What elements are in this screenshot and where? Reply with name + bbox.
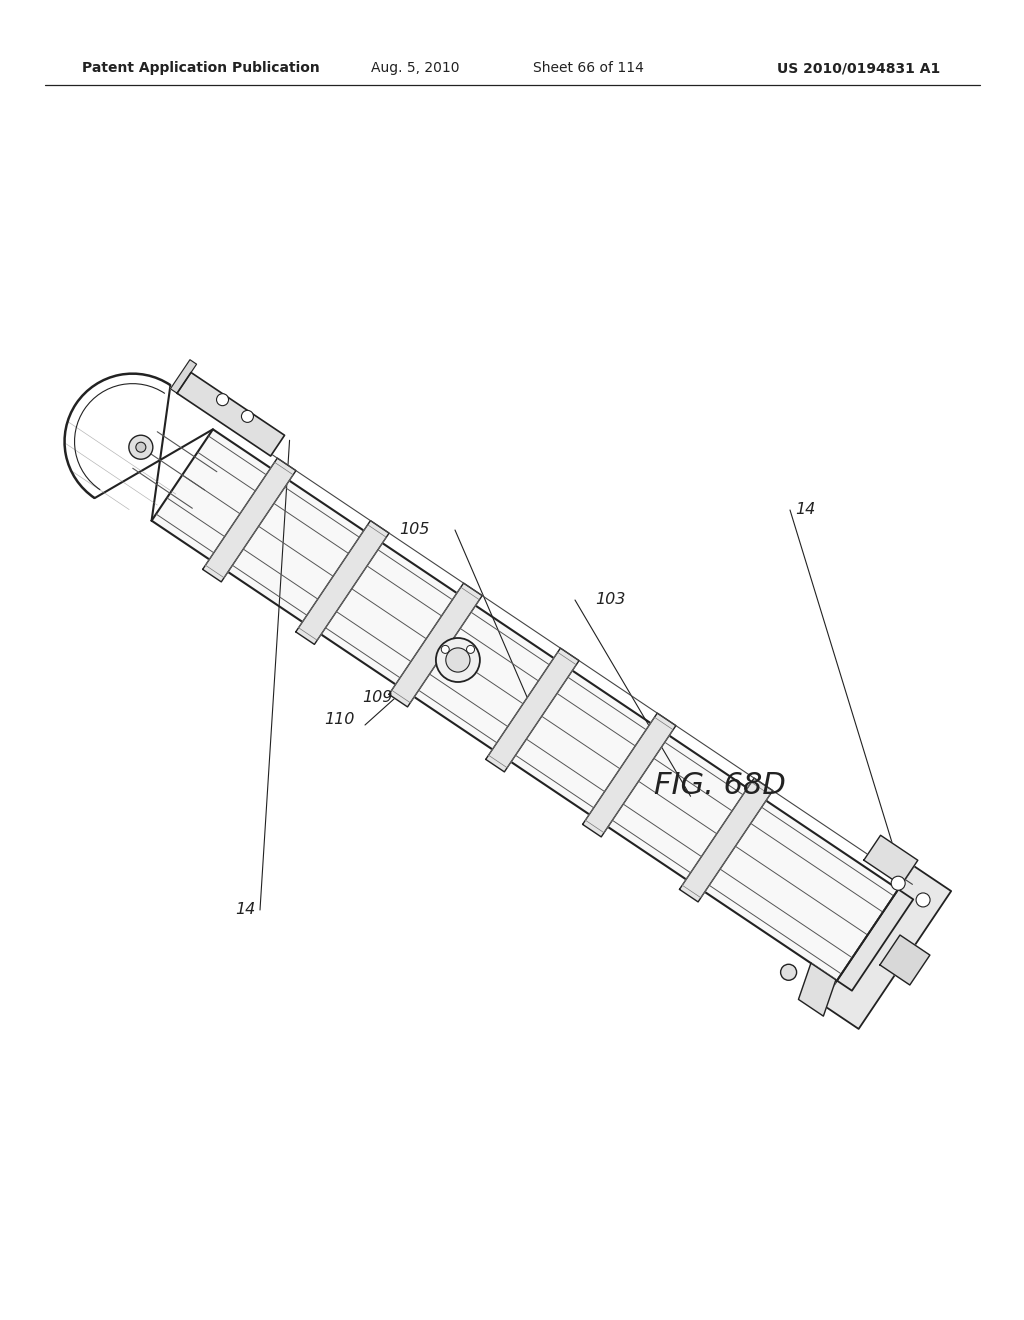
Polygon shape	[864, 836, 918, 886]
Text: 14: 14	[234, 903, 255, 917]
Circle shape	[445, 648, 470, 672]
Circle shape	[441, 645, 450, 653]
Polygon shape	[389, 583, 482, 708]
Text: 109: 109	[362, 690, 393, 705]
Text: US 2010/0194831 A1: US 2010/0194831 A1	[777, 61, 940, 75]
Text: Patent Application Publication: Patent Application Publication	[82, 61, 319, 75]
Polygon shape	[170, 360, 197, 393]
Text: 14: 14	[795, 503, 815, 517]
Text: FIG. 68D: FIG. 68D	[654, 771, 786, 800]
Circle shape	[891, 876, 905, 890]
Circle shape	[129, 436, 153, 459]
Polygon shape	[485, 648, 579, 772]
Circle shape	[242, 411, 254, 422]
Polygon shape	[880, 935, 930, 985]
Polygon shape	[152, 429, 898, 981]
Text: 110: 110	[325, 713, 355, 727]
Polygon shape	[296, 520, 389, 644]
Polygon shape	[203, 458, 296, 582]
Text: Sheet 66 of 114: Sheet 66 of 114	[532, 61, 643, 75]
Circle shape	[780, 965, 797, 981]
Text: Aug. 5, 2010: Aug. 5, 2010	[371, 61, 459, 75]
Circle shape	[216, 393, 228, 405]
Polygon shape	[837, 890, 913, 991]
Text: 105: 105	[399, 523, 430, 537]
Polygon shape	[583, 713, 676, 837]
Polygon shape	[177, 372, 285, 455]
Circle shape	[436, 638, 480, 682]
Circle shape	[136, 442, 145, 453]
Polygon shape	[821, 866, 951, 1028]
Polygon shape	[680, 777, 773, 902]
Text: 103: 103	[595, 593, 626, 607]
Circle shape	[916, 892, 930, 907]
Polygon shape	[799, 964, 836, 1016]
Circle shape	[467, 645, 474, 653]
